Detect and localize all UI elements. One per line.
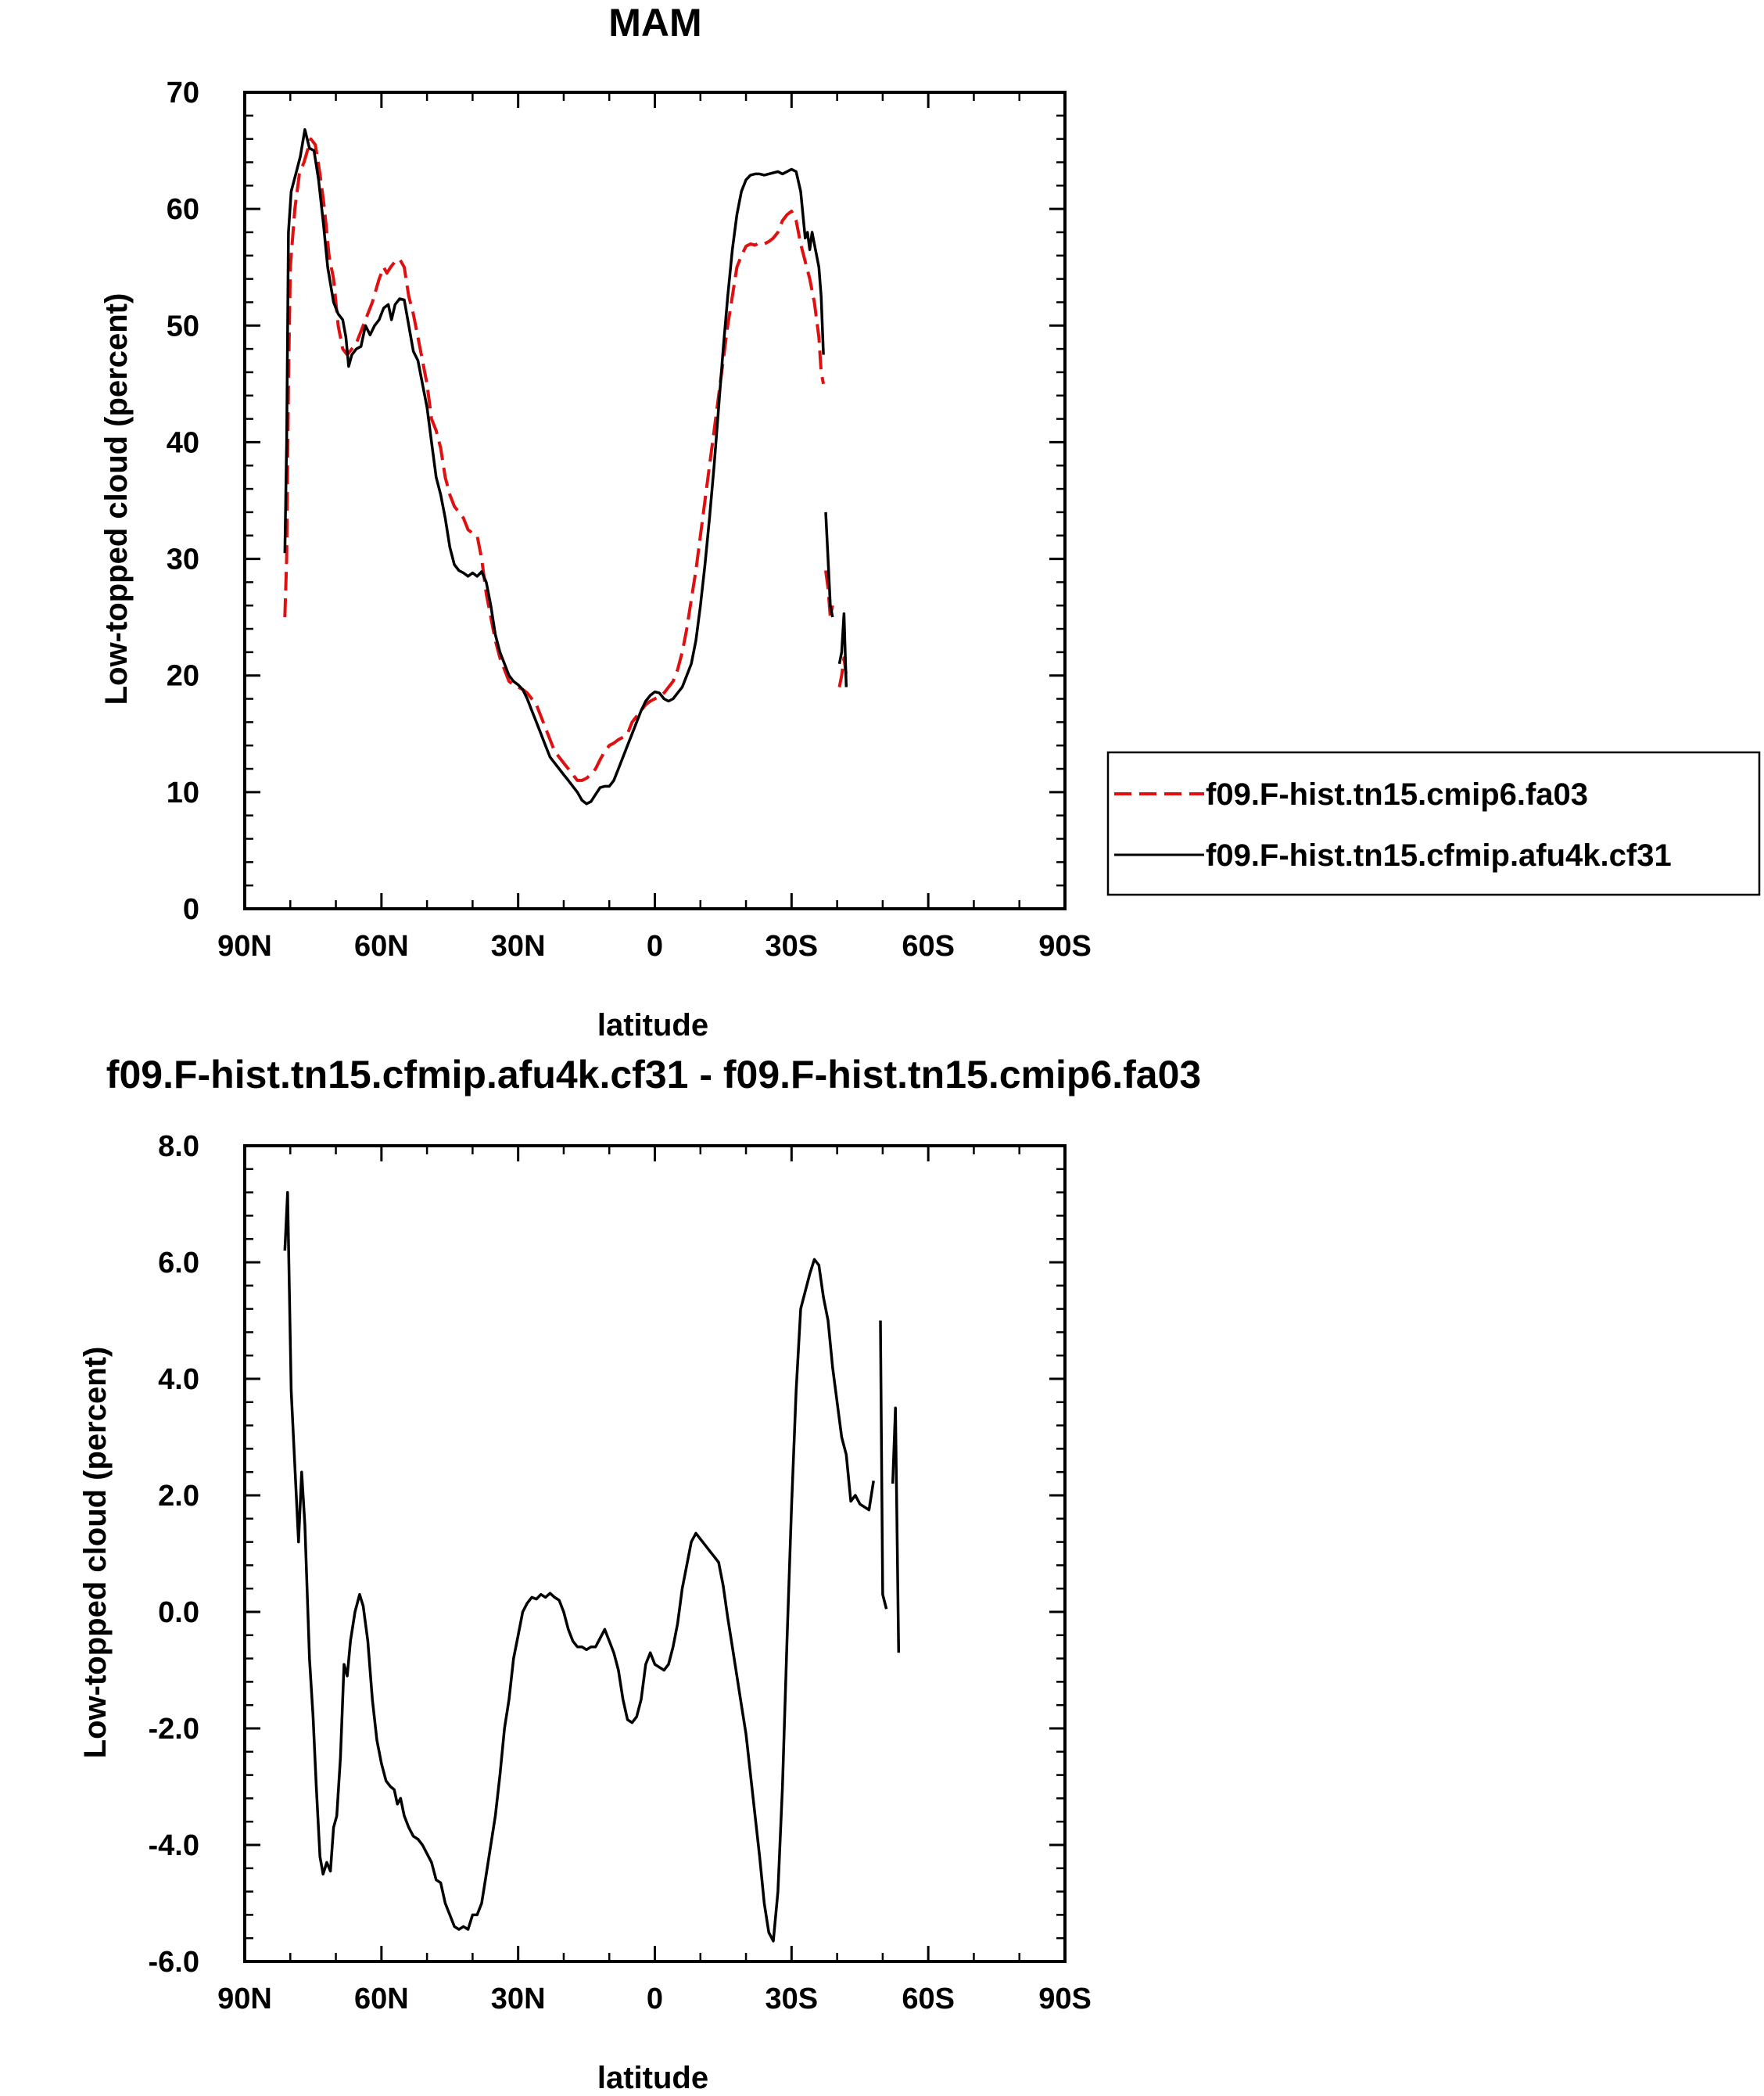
series-1-line-segment xyxy=(837,612,848,687)
x-tick-label: 60N xyxy=(354,1983,409,2015)
x-tick-label: 90N xyxy=(217,1983,272,2015)
bottom-series-lines xyxy=(283,1190,901,1943)
series-0-line-segment xyxy=(891,1406,901,1653)
top-series-lines xyxy=(283,127,848,806)
x-tick-label: 90S xyxy=(1038,930,1092,963)
series-0-line-segment xyxy=(283,1190,875,1943)
y-tick-label: 0.0 xyxy=(158,1596,199,1629)
y-tick-label: 60 xyxy=(167,193,199,226)
bottom-ticks xyxy=(243,1144,1067,1963)
y-tick-label: 50 xyxy=(167,310,199,343)
x-tick-label: 30N xyxy=(491,1983,546,2015)
bottom-plot-frame xyxy=(243,1144,1067,1963)
x-tick-label: 30S xyxy=(765,930,819,963)
series-0-line-segment xyxy=(283,137,826,782)
legend-label-cmip6: f09.F-hist.tn15.cmip6.fa03 xyxy=(1206,777,1588,812)
series-1-line-segment xyxy=(283,127,825,806)
y-tick-label: -4.0 xyxy=(149,1829,199,1862)
x-tick-label: 60S xyxy=(902,930,955,963)
y-tick-label: 6.0 xyxy=(158,1247,199,1279)
y-tick-label: -2.0 xyxy=(149,1713,199,1746)
y-tick-label: 4.0 xyxy=(158,1363,199,1396)
y-tick-label: 0 xyxy=(183,893,199,926)
top-chart-title: MAM xyxy=(608,1,701,45)
series-0-line-segment xyxy=(879,1320,888,1610)
x-tick-label: 60S xyxy=(902,1983,955,2015)
x-tick-label: 30S xyxy=(765,1983,819,2015)
bottom-x-axis-label: latitude xyxy=(597,2061,708,2095)
x-tick-label: 90N xyxy=(217,930,272,963)
y-tick-label: 8.0 xyxy=(158,1130,199,1163)
x-tick-label: 0 xyxy=(647,1983,663,2015)
y-tick-label: 70 xyxy=(167,77,199,109)
legend-label-cfmip: f09.F-hist.tn15.cfmip.afu4k.cf31 xyxy=(1206,838,1672,873)
series-1-line-segment xyxy=(824,511,834,618)
y-tick-label: 20 xyxy=(167,660,199,693)
y-tick-label: -6.0 xyxy=(149,1946,199,1979)
y-tick-label: 30 xyxy=(167,544,199,576)
bottom-panel: f09.F-hist.tn15.cfmip.afu4k.cf31 - f09.F… xyxy=(78,1053,1201,2095)
bottom-chart-title: f09.F-hist.tn15.cfmip.afu4k.cf31 - f09.F… xyxy=(106,1053,1201,1096)
top-panel: MAM 90N 60N 30N 0 30S 60S 90S 0 10 20 30 40 50 60 70 l… xyxy=(99,1,1092,1043)
y-tick-label: 2.0 xyxy=(158,1480,199,1513)
top-ticks xyxy=(243,91,1067,910)
x-tick-label: 60N xyxy=(354,930,409,963)
legend: f09.F-hist.tn15.cmip6.fa03 f09.F-hist.tn… xyxy=(1106,751,1761,896)
top-tick-labels: 90N 60N 30N 0 30S 60S 90S 0 10 20 30 40 50 60 70 xyxy=(167,77,1092,963)
top-plot-frame xyxy=(243,91,1067,910)
top-x-axis-label: latitude xyxy=(597,1008,708,1043)
y-tick-label: 10 xyxy=(167,777,199,809)
legend-box xyxy=(1106,751,1761,896)
y-tick-label: 40 xyxy=(167,426,199,459)
x-tick-label: 90S xyxy=(1038,1983,1092,2015)
x-tick-label: 0 xyxy=(647,930,663,963)
x-tick-label: 30N xyxy=(491,930,546,963)
bottom-y-axis-label: Low-topped cloud (percent) xyxy=(78,1347,113,1759)
top-y-axis-label: Low-topped cloud (percent) xyxy=(99,293,134,705)
bottom-tick-labels: 90N 60N 30N 0 30S 60S 90S -6.0 -4.0 -2.0 0.0 2.0 4.0… xyxy=(149,1130,1092,2015)
